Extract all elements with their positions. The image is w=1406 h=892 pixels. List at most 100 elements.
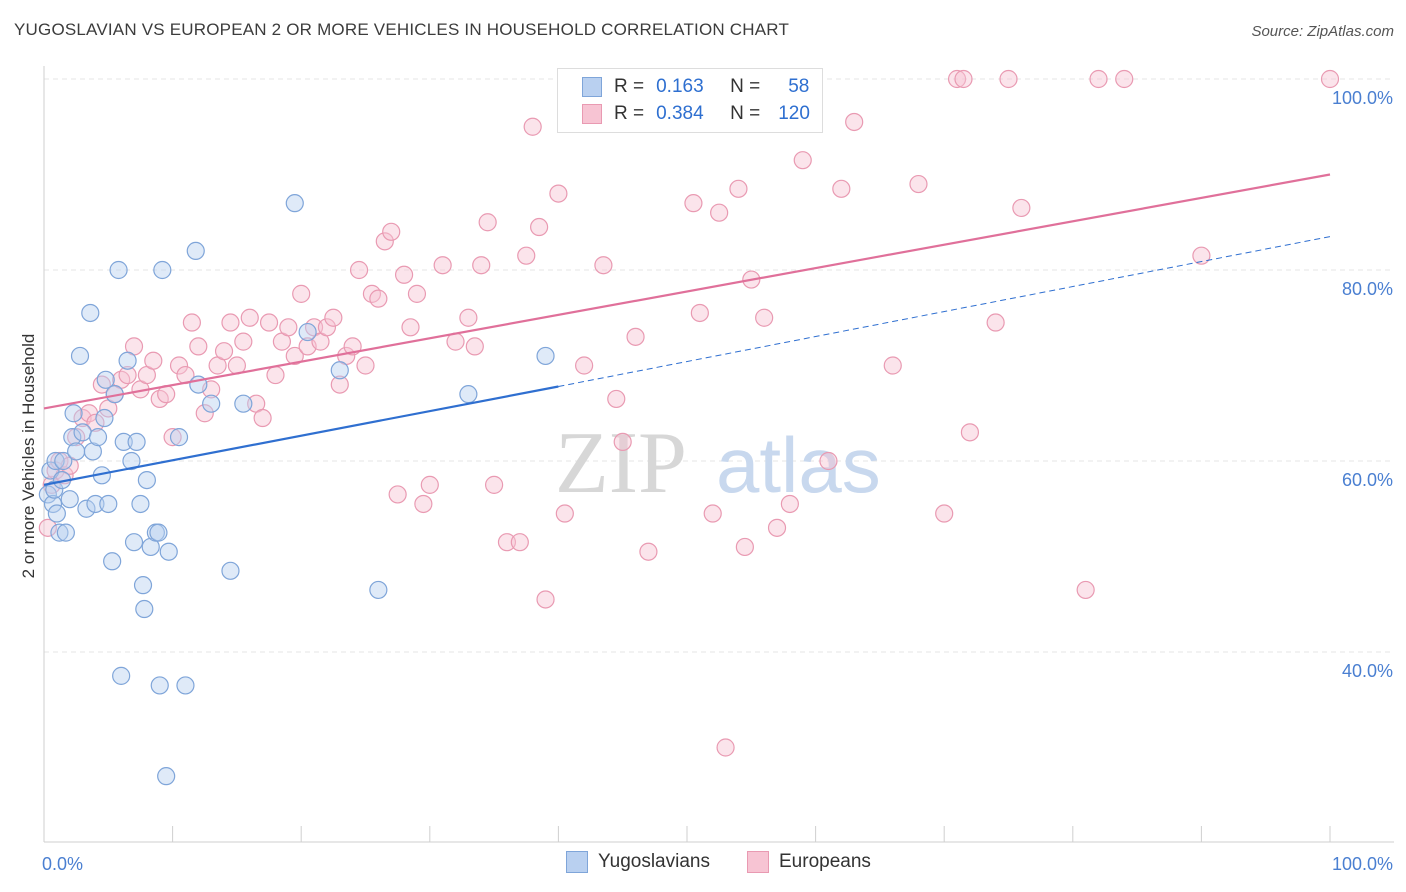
y-tick-label: 80.0% <box>1342 279 1393 299</box>
yugoslavians-point <box>60 490 79 509</box>
yugoslavians-point <box>81 303 100 323</box>
yugoslavians-point <box>234 394 253 413</box>
y-tick-label: 100.0% <box>1332 88 1393 108</box>
y-tick-label: 60.0% <box>1342 470 1393 490</box>
europeans-point <box>38 518 57 537</box>
yugoslavians-point <box>77 499 96 518</box>
europeans-point <box>485 475 504 494</box>
europeans-point <box>555 504 574 523</box>
watermark-zip: ZIP <box>555 415 687 512</box>
europeans-point <box>639 542 658 561</box>
europeans-point <box>356 356 375 375</box>
yugoslavians-point <box>221 561 240 580</box>
yugoslavians-point <box>47 504 66 523</box>
yugoslavians-point <box>114 432 133 451</box>
legend-swatch-europeans <box>747 851 769 873</box>
europeans-point <box>947 69 967 89</box>
yugoslavians-point <box>330 361 349 380</box>
legend-swatch-yugoslavians <box>566 851 588 873</box>
europeans-point <box>189 337 208 356</box>
europeans-point <box>459 308 478 327</box>
legend-n-value: 120 <box>778 103 810 124</box>
legend-r-label: R = <box>614 76 645 97</box>
x-tick-label: 0.0% <box>42 854 83 874</box>
europeans-point <box>536 590 555 609</box>
europeans-point <box>1115 69 1134 89</box>
europeans-point <box>735 537 754 557</box>
yugoslavians-point <box>186 241 205 260</box>
yugoslavians-trend-line <box>43 385 559 486</box>
europeans-point <box>46 461 65 480</box>
yugoslavians-point <box>56 523 75 542</box>
europeans-point <box>530 217 549 237</box>
europeans-point <box>1089 69 1108 89</box>
europeans-point <box>414 494 433 514</box>
europeans-point <box>710 203 729 222</box>
europeans-point <box>1076 580 1095 600</box>
grid-lines <box>44 78 1394 653</box>
legend-item-europeans[interactable]: Europeans <box>747 851 871 873</box>
yugoslavians-point <box>285 194 304 213</box>
europeans-point <box>375 232 394 251</box>
europeans-point <box>819 451 838 471</box>
yugoslavians-point <box>118 351 137 370</box>
yugoslavians-point <box>88 428 108 447</box>
europeans-point <box>935 504 954 523</box>
yugoslavians-point <box>131 494 150 514</box>
legend-r-label: R = <box>614 103 645 124</box>
europeans-point <box>182 313 201 332</box>
europeans-point <box>394 265 414 284</box>
yugoslavians-point <box>169 428 189 447</box>
legend-item-yugoslavians[interactable]: Yugoslavians <box>566 851 710 873</box>
europeans-point <box>234 332 253 351</box>
europeans-point <box>240 308 259 327</box>
europeans-point <box>214 342 234 361</box>
europeans-point <box>1320 69 1340 89</box>
source-label: Source: ZipAtlas.com <box>1251 23 1394 40</box>
europeans-point <box>285 346 304 366</box>
yugoslavians-trend-extension <box>558 236 1331 388</box>
yugoslavians-point <box>83 442 102 461</box>
y-axis-label: 2 or more Vehicles in Household <box>19 334 38 579</box>
europeans-point <box>266 365 285 385</box>
yugoslavians-point <box>176 676 195 695</box>
europeans-point <box>420 475 439 494</box>
europeans-point <box>832 179 851 198</box>
legend-label-europeans: Europeans <box>779 851 871 872</box>
yugoslavians-point <box>369 580 388 600</box>
europeans-point <box>986 313 1005 332</box>
yugoslavians-point <box>43 494 63 514</box>
europeans-point <box>716 738 735 757</box>
yugoslavians-point <box>50 523 69 542</box>
x-tick-label: 100.0% <box>1332 854 1393 874</box>
yugoslavians-point <box>159 542 178 561</box>
europeans-point <box>324 308 343 327</box>
yugoslavians-point <box>157 767 176 786</box>
yugoslavians-point <box>45 480 64 499</box>
europeans-point <box>767 518 787 537</box>
yugoslavians-point <box>135 599 154 619</box>
yugoslavians-point <box>95 408 114 428</box>
europeans-point <box>729 179 748 198</box>
legend-swatch-europeans <box>582 104 602 124</box>
europeans-point <box>626 327 645 346</box>
legend-swatch-yugoslavians <box>582 77 602 97</box>
europeans-point <box>253 408 272 428</box>
legend-n-label: N = <box>730 103 761 124</box>
europeans-point <box>221 313 240 332</box>
yugoslavians-point <box>536 346 555 366</box>
europeans-point <box>755 308 774 327</box>
yugoslavians-point <box>96 370 115 389</box>
europeans-point <box>607 389 626 409</box>
europeans-point <box>465 337 484 356</box>
legend-label-yugoslavians: Yugoslavians <box>598 851 710 872</box>
yugoslavians-point <box>99 494 118 514</box>
legend-r-value: 0.384 <box>656 103 704 124</box>
yugoslavians-point <box>153 260 172 280</box>
yugoslavians-point <box>122 451 141 471</box>
yugoslavians-point <box>127 432 146 451</box>
europeans-point <box>86 413 105 432</box>
europeans-point <box>388 485 407 504</box>
trend-lines <box>43 173 1331 486</box>
